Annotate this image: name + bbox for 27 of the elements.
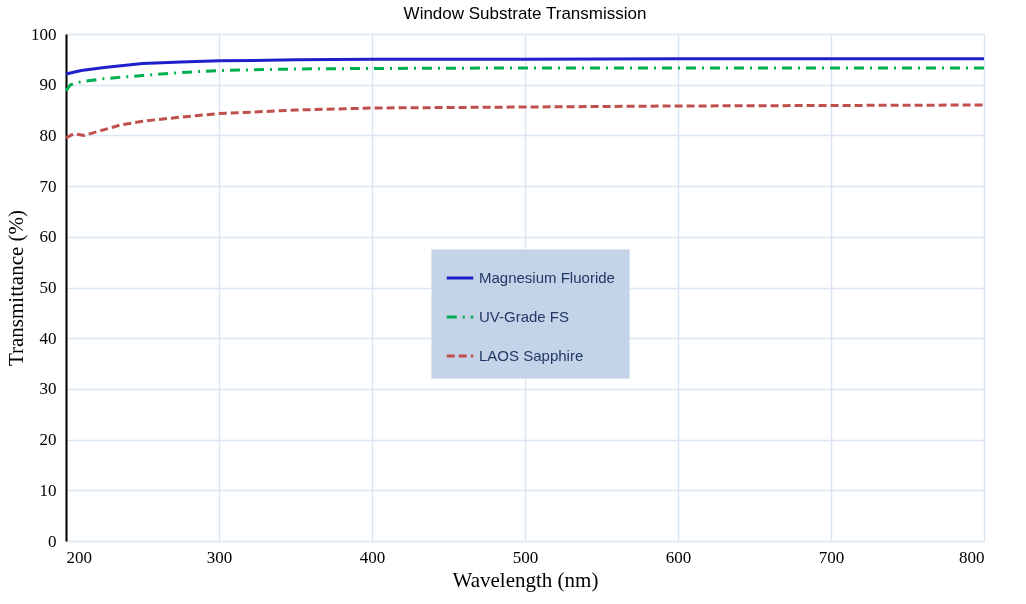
legend-label: Magnesium Fluoride xyxy=(479,269,615,286)
x-tick-label: 300 xyxy=(206,547,233,567)
y-tick-label: 10 xyxy=(39,480,57,500)
x-tick-label: 700 xyxy=(818,547,845,567)
y-tick-label: 50 xyxy=(39,278,57,297)
x-tick-label: 200 xyxy=(66,547,92,567)
x-tick-label: 500 xyxy=(512,547,539,567)
y-tick-label: 60 xyxy=(39,227,57,247)
line-series xyxy=(64,57,986,76)
x-axis-title: Wavelength (nm) xyxy=(452,567,599,592)
chart-title: Window Substrate Transmission xyxy=(403,4,647,23)
line-series xyxy=(64,103,986,140)
y-axis-title: Transmittance (%) xyxy=(4,209,28,367)
y-tick-label: 40 xyxy=(39,328,57,348)
legend-label: LAOS Sapphire xyxy=(479,347,584,364)
y-tick-label: 0 xyxy=(48,531,57,551)
y-tick-label: 20 xyxy=(39,430,57,450)
x-tick-label: 400 xyxy=(359,547,386,567)
x-tick-label: 800 xyxy=(959,547,985,567)
x-tick-label: 600 xyxy=(665,547,692,567)
y-tick-label: 70 xyxy=(39,176,57,196)
y-tick-label: 100 xyxy=(31,24,57,44)
legend-label: UV-Grade FS xyxy=(479,308,570,325)
line-series xyxy=(64,66,986,93)
y-tick-label: 80 xyxy=(39,125,57,145)
y-tick-label: 30 xyxy=(39,379,57,399)
y-tick-label: 90 xyxy=(39,75,57,95)
